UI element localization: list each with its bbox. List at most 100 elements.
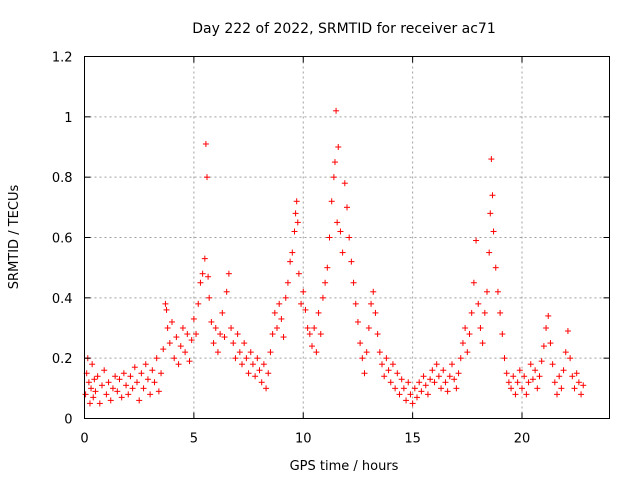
- data-point: [302, 306, 309, 313]
- data-point: [140, 385, 147, 392]
- data-point: [322, 279, 329, 286]
- data-point: [142, 361, 149, 368]
- data-point: [470, 279, 477, 286]
- data-point: [82, 391, 89, 398]
- data-point: [446, 373, 453, 380]
- data-point: [317, 331, 324, 338]
- data-point: [424, 391, 431, 398]
- data-point: [274, 325, 280, 331]
- data-point: [481, 309, 488, 316]
- data-point: [311, 325, 318, 331]
- y-tick-label: 0: [64, 413, 72, 428]
- data-point: [416, 379, 423, 386]
- data-point: [462, 325, 469, 331]
- data-point: [359, 355, 366, 362]
- data-point: [103, 391, 110, 398]
- data-point: [562, 349, 569, 356]
- data-point: [571, 385, 578, 392]
- y-tick-label: 0.4: [52, 292, 73, 307]
- data-point: [554, 391, 560, 398]
- data-point: [114, 388, 121, 395]
- data-point: [529, 376, 536, 383]
- data-point: [514, 379, 521, 386]
- data-point: [494, 288, 501, 295]
- data-point: [350, 279, 357, 286]
- data-point: [344, 204, 350, 211]
- data-point: [212, 325, 219, 331]
- data-point: [197, 279, 204, 286]
- data-point: [381, 373, 388, 380]
- data-point: [195, 300, 202, 307]
- data-point: [400, 385, 407, 392]
- data-point: [282, 294, 289, 301]
- data-point: [374, 331, 381, 338]
- data-point: [86, 400, 93, 407]
- data-point: [383, 355, 390, 362]
- data-point: [177, 343, 184, 350]
- data-point: [334, 219, 341, 226]
- data-point: [280, 334, 287, 341]
- data-point: [411, 385, 418, 392]
- data-point: [361, 370, 368, 377]
- data-point: [523, 391, 530, 398]
- data-point: [247, 349, 254, 356]
- data-point: [219, 309, 226, 316]
- data-point: [125, 391, 132, 398]
- data-point: [208, 318, 215, 325]
- data-point: [508, 385, 515, 392]
- data-point: [346, 234, 353, 241]
- data-point: [118, 394, 125, 401]
- data-point: [484, 288, 490, 295]
- data-point: [175, 361, 182, 368]
- data-point: [330, 174, 337, 181]
- data-point: [214, 349, 221, 356]
- data-point: [534, 385, 541, 392]
- data-point: [184, 331, 191, 338]
- data-point: [136, 397, 143, 404]
- data-point: [236, 349, 243, 356]
- data-point: [164, 325, 171, 331]
- data-point: [260, 361, 267, 368]
- data-point: [173, 334, 180, 341]
- data-point: [567, 355, 574, 362]
- data-point: [265, 370, 272, 377]
- data-point: [234, 331, 241, 338]
- data-point: [228, 325, 235, 331]
- data-point: [521, 373, 528, 380]
- data-point: [90, 394, 97, 401]
- data-point: [109, 385, 116, 392]
- y-tick-label: 1.2: [52, 51, 73, 66]
- data-point: [131, 364, 138, 371]
- data-point: [473, 237, 480, 244]
- data-point: [348, 258, 355, 265]
- data-point: [162, 300, 169, 307]
- data-point: [239, 361, 245, 368]
- data-point: [490, 228, 497, 235]
- data-point: [331, 159, 338, 166]
- data-point: [129, 385, 136, 392]
- data-point: [536, 373, 543, 380]
- data-point: [363, 349, 370, 356]
- data-point: [99, 382, 105, 389]
- data-point: [88, 385, 95, 392]
- data-point: [435, 373, 442, 380]
- data-point: [186, 358, 193, 365]
- data-point: [418, 388, 425, 395]
- data-point: [182, 349, 189, 356]
- data-point: [396, 391, 403, 398]
- grid-lines: [84, 56, 610, 419]
- data-point: [527, 361, 534, 368]
- data-point: [414, 394, 420, 401]
- data-point: [94, 373, 101, 380]
- data-point: [379, 361, 385, 368]
- data-point: [486, 249, 493, 256]
- data-point: [295, 270, 302, 277]
- x-tick-label: 0: [80, 432, 88, 447]
- data-point: [171, 355, 178, 362]
- data-point: [190, 315, 197, 322]
- data-point: [403, 397, 410, 404]
- data-point: [449, 361, 455, 368]
- data-point: [319, 294, 326, 301]
- data-point: [328, 198, 335, 205]
- data-point: [492, 264, 499, 271]
